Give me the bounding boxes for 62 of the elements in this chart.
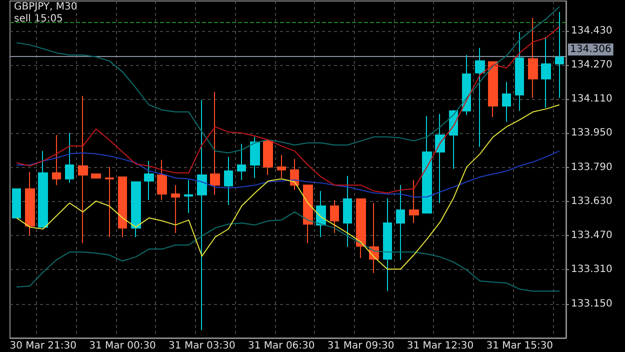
- candlestick: [38, 150, 48, 228]
- candlestick: [118, 176, 127, 238]
- candlestick: [25, 172, 35, 236]
- candlestick: [65, 132, 74, 184]
- y-tick-label: 133.950: [571, 128, 612, 139]
- x-tick-label: 31 Mar 09:30: [327, 340, 394, 352]
- candlestick: [237, 143, 246, 180]
- candlestick: [343, 175, 352, 248]
- candlestick: [422, 115, 432, 214]
- x-tick-label: 31 Mar 06:30: [248, 340, 315, 352]
- candlestick: [224, 156, 233, 206]
- y-tick-label: 133.630: [571, 196, 612, 207]
- candlestick: [316, 190, 326, 238]
- candlestick: [197, 99, 207, 331]
- candlestick: [277, 154, 286, 179]
- candlestick: [435, 113, 445, 204]
- chart-title: GBPJPY, M30: [14, 2, 78, 12]
- x-tick-label: 31 Mar 12:30: [406, 340, 474, 352]
- candlestick: [303, 184, 313, 244]
- candlestick: [91, 173, 101, 179]
- candlestick: [78, 95, 88, 244]
- y-tick-label: 134.430: [571, 25, 612, 36]
- line-series: [16, 211, 560, 292]
- y-tick-label: 134.270: [571, 59, 612, 70]
- x-tick-label: 31 Mar 00:30: [89, 340, 156, 352]
- line-series: [16, 26, 560, 194]
- candlestick: [157, 159, 167, 200]
- candlestick: [171, 184, 180, 234]
- candlestick: [12, 188, 21, 218]
- candlestick: [515, 31, 524, 112]
- candlestick: [502, 81, 511, 122]
- line-series: [16, 104, 560, 270]
- ref-line-label: 134.306: [570, 44, 612, 55]
- candlestick: [330, 200, 339, 234]
- candlestick: [555, 11, 564, 98]
- candlestick: [475, 47, 485, 148]
- y-tick-label: 133.310: [571, 264, 612, 276]
- candlestick: [462, 54, 471, 116]
- x-tick-label: 30 Mar 21:30: [10, 340, 76, 352]
- candlestick: [210, 91, 220, 196]
- candlestick: [488, 61, 498, 118]
- candlestick: [409, 179, 419, 224]
- y-tick-label: 134.110: [571, 94, 612, 105]
- candlestick: [131, 181, 141, 238]
- x-tick-label: 31 Mar 03:30: [168, 340, 236, 352]
- candlestick: [184, 179, 193, 214]
- y-tick-label: 133.790: [571, 162, 612, 173]
- candlestick: [52, 134, 61, 186]
- candlestick: [396, 184, 405, 260]
- candlestick: [528, 17, 538, 98]
- line-series: [16, 150, 560, 198]
- candlestick: [263, 140, 273, 176]
- candlestick: [356, 198, 366, 259]
- y-tick-label: 133.150: [571, 298, 612, 310]
- candlestick: [250, 136, 260, 179]
- candlestick: [541, 36, 551, 108]
- x-tick-label: 31 Mar 15:30: [486, 340, 554, 352]
- y-tick-label: 133.470: [571, 230, 612, 242]
- annotation: sell 15:05: [14, 14, 63, 24]
- candlestick: [144, 160, 154, 200]
- candlestick: [383, 198, 392, 292]
- candlestick: [105, 166, 114, 238]
